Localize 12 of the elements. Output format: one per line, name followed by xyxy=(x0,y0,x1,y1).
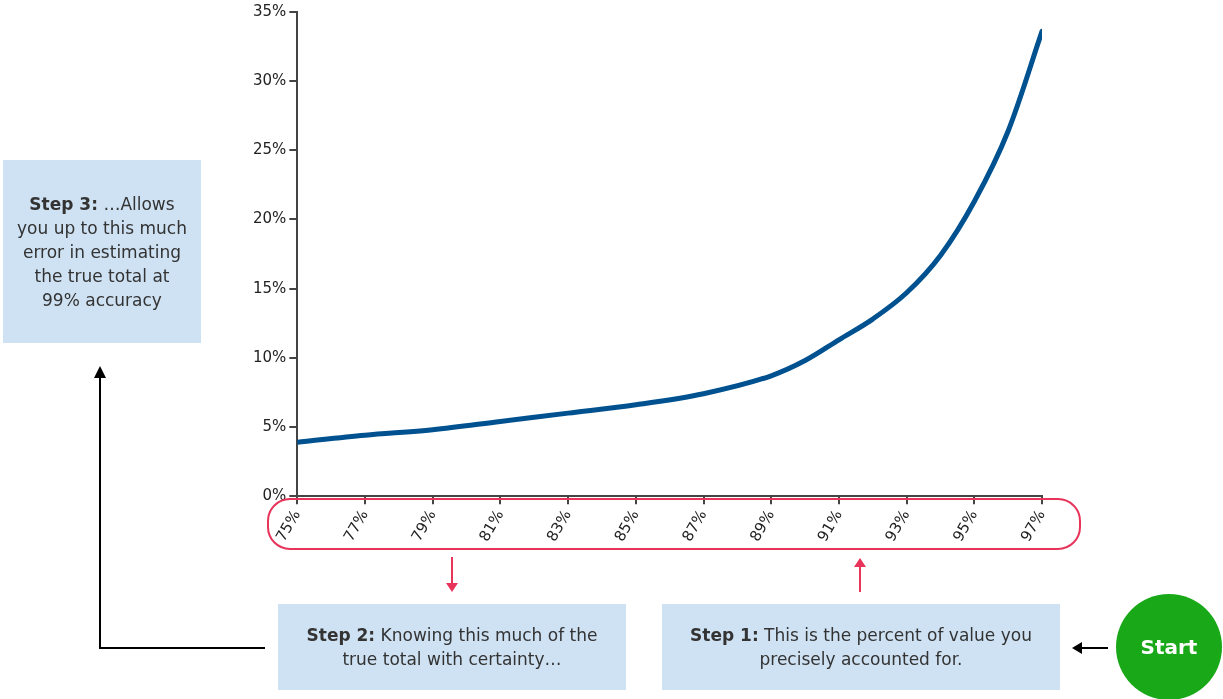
y-tick-label: 20% xyxy=(253,209,287,228)
y-tick-label: 25% xyxy=(253,140,287,159)
text: Step 2: Knowing this much of the true total with certainty… xyxy=(305,624,599,671)
y-tick-label: 30% xyxy=(253,71,287,90)
y-tick-label: 10% xyxy=(253,347,287,366)
y-tick-label: 35% xyxy=(253,1,287,20)
text: Step 3: …Allows you up to this much error in estimating the true total at 99% accuracy xyxy=(16,192,188,312)
y-tick-label: 15% xyxy=(253,278,287,297)
text: Start xyxy=(1116,594,1222,699)
text: Step 1: This is the percent of value you precisely accounted for. xyxy=(689,624,1033,671)
y-tick-label: 5% xyxy=(262,416,287,435)
y-tick-label: 0% xyxy=(262,486,287,505)
